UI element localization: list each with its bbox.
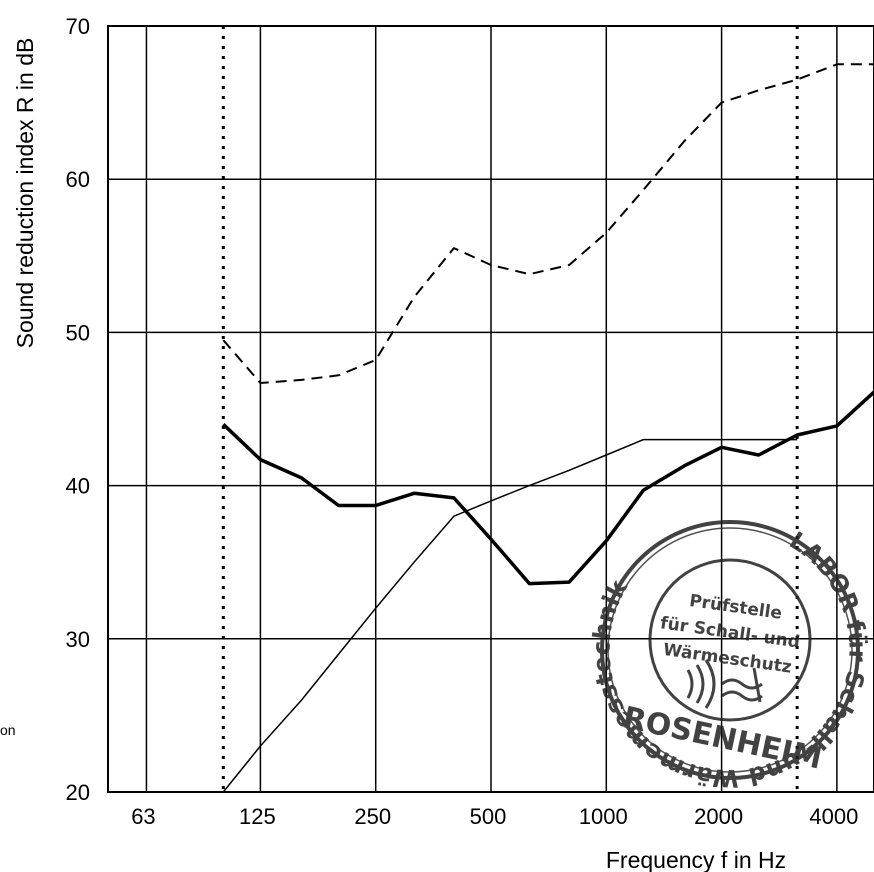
x-tick-label-63: 63 <box>131 804 155 829</box>
lab-stamp-seal: LABOR für Schall- und Wärmemesstechnik P… <box>587 520 872 792</box>
x-tick-labels: 63 125 250 500 1000 2000 4000 <box>131 804 858 829</box>
x-tick-label-125: 125 <box>239 804 276 829</box>
svg-text:Prüfstelle für Schall- u: Prüfstelle für Schall- und Wärmeschutz <box>655 587 810 679</box>
series-line-thick-solid <box>222 390 874 586</box>
y-tick-label-50: 50 <box>66 320 90 345</box>
x-tick-label-1000: 1000 <box>579 804 628 829</box>
series-line-thin-solid <box>222 438 798 793</box>
y-tick-labels: 20 30 40 50 60 70 <box>66 14 90 805</box>
y-tick-label-30: 30 <box>66 627 90 652</box>
y-tick-label-40: 40 <box>66 474 90 499</box>
x-tick-label-250: 250 <box>354 804 391 829</box>
y-axis-title: Sound reduction index R in dB <box>12 38 38 349</box>
x-tick-label-500: 500 <box>470 804 507 829</box>
series-line-dashed <box>222 63 874 384</box>
y-tick-label-20: 20 <box>66 780 90 805</box>
x-tick-label-4000: 4000 <box>809 804 858 829</box>
y-tick-label-70: 70 <box>66 14 90 39</box>
plot-frame <box>107 25 874 793</box>
stamp-emblem-icon <box>686 659 763 709</box>
vertical-marker-lines <box>221 26 799 792</box>
x-tick-label-2000: 2000 <box>694 804 743 829</box>
side-text: on <box>0 722 16 738</box>
x-axis-title: Frequency f in Hz <box>606 847 786 872</box>
y-tick-label-60: 60 <box>66 167 90 192</box>
data-series <box>222 63 874 793</box>
